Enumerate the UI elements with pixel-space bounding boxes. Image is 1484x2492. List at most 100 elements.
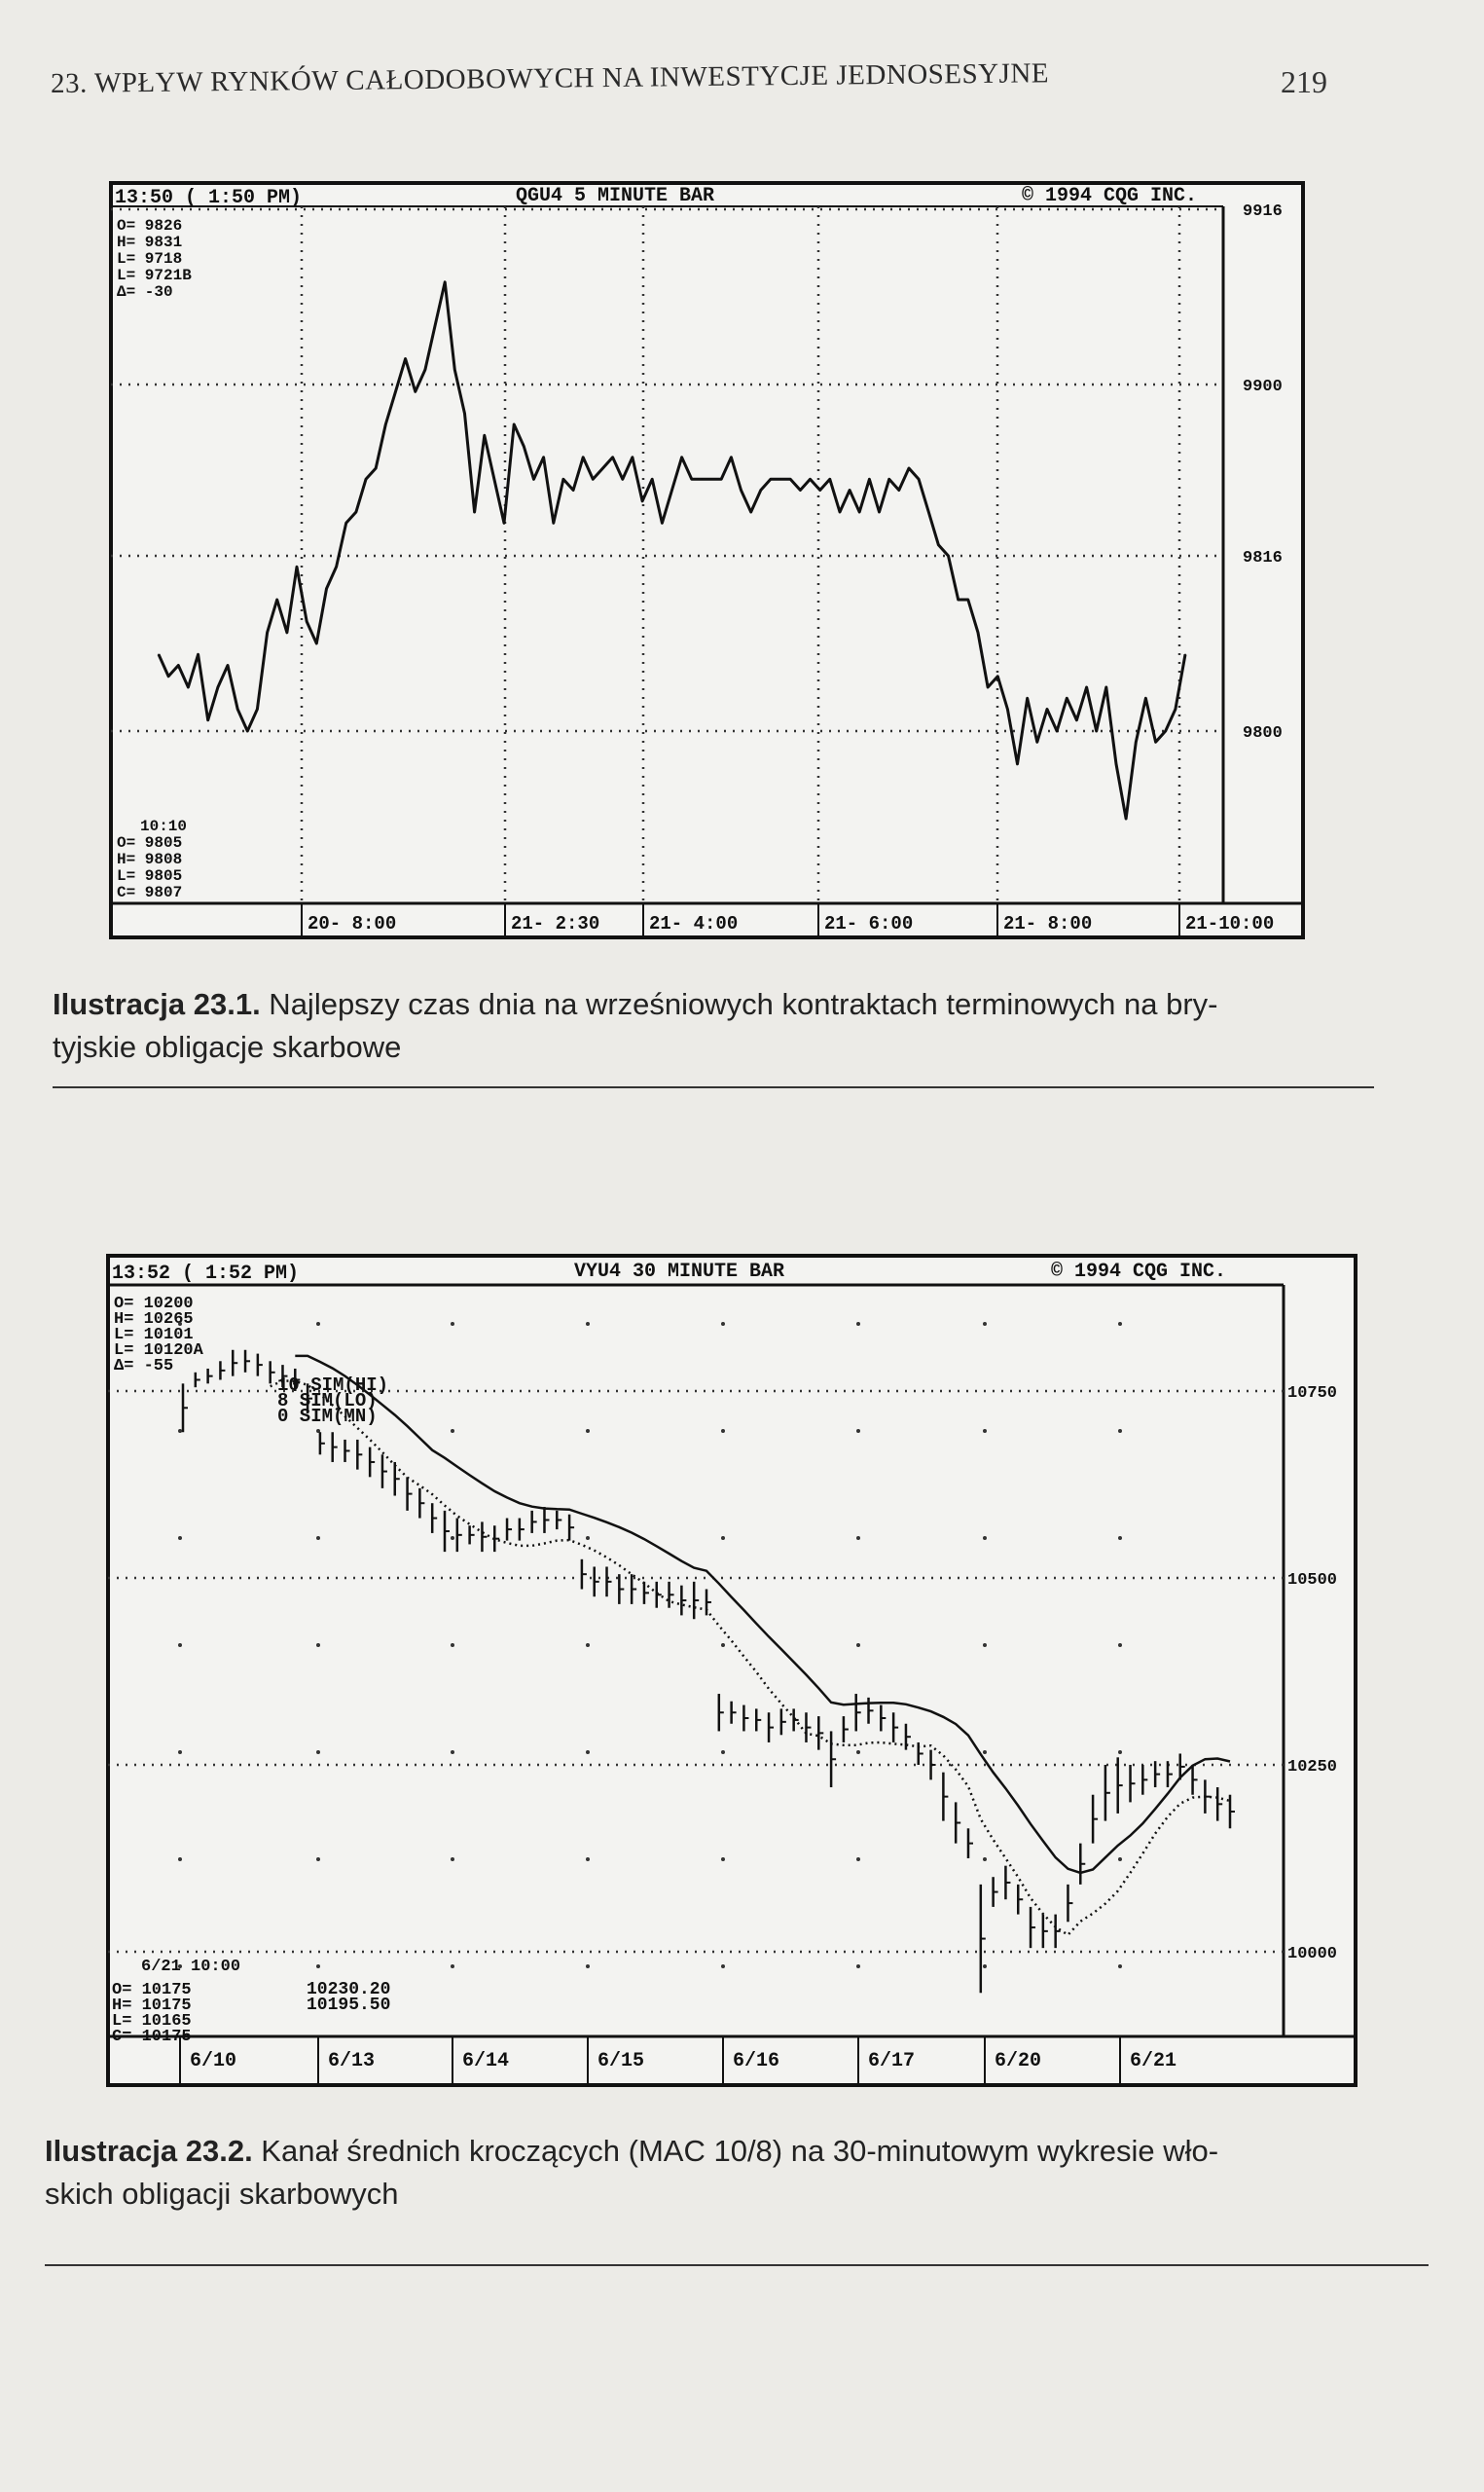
time-readout: 13:52 ( 1:52 PM): [112, 1263, 299, 1285]
price-point: [266, 631, 269, 634]
price-point: [542, 456, 545, 458]
price-point: [197, 653, 199, 656]
readout-top-line: O= 9826: [117, 217, 182, 235]
x-tick-label: 6/13: [328, 2050, 375, 2072]
price-point: [532, 478, 535, 481]
legend-entry: 10 SIM(HI): [277, 1374, 388, 1396]
grid-dot: [721, 1536, 725, 1540]
grid-dot: [178, 1643, 182, 1647]
price-point: [1046, 708, 1048, 711]
price-point: [977, 631, 979, 634]
price-point: [690, 478, 693, 481]
readout-bottom-line: C= 9807: [117, 884, 182, 901]
price-point: [789, 478, 792, 481]
price-point: [937, 543, 940, 546]
x-tick-label: 21- 4:00: [649, 913, 738, 934]
price-point: [227, 664, 229, 667]
price-point: [749, 511, 752, 513]
price-point: [887, 478, 890, 481]
grid-dot: [1118, 1857, 1122, 1861]
caption-rule: [45, 2264, 1429, 2266]
price-point: [572, 489, 574, 492]
price-point: [1154, 741, 1157, 744]
y-tick-label: 10250: [1287, 1758, 1337, 1777]
price-point: [670, 489, 673, 492]
price-point: [177, 664, 180, 667]
grid-dot: [983, 1857, 987, 1861]
time-readout: 13:50 ( 1:50 PM): [115, 187, 302, 209]
grid-dot: [1118, 1964, 1122, 1968]
price-point: [680, 456, 683, 458]
ma-value: 10195.50: [307, 1996, 390, 2015]
x-tick-label: 21-10:00: [1185, 913, 1274, 934]
grid-dot: [451, 1429, 454, 1433]
price-point: [1066, 697, 1068, 700]
price-point: [325, 587, 328, 590]
readout-top-line: H= 10265: [114, 1310, 194, 1329]
grid-dot: [451, 1750, 454, 1754]
price-point: [818, 489, 821, 492]
price-point: [1095, 730, 1098, 732]
readout-top-line: L= 9718: [117, 250, 182, 268]
price-point: [158, 653, 160, 656]
readout-top-line: O= 10200: [114, 1295, 194, 1313]
price-point: [868, 478, 871, 481]
y-tick-label: 10000: [1287, 1945, 1337, 1963]
caption-text: Najlepszy czas dnia na wrześniowych kont…: [260, 987, 1218, 1021]
price-point: [1144, 697, 1147, 700]
price-point: [315, 642, 318, 644]
price-point: [908, 467, 910, 469]
readout-bottom-line: H= 9808: [117, 851, 182, 868]
grid-dot: [983, 1750, 987, 1754]
grid-dot: [983, 1322, 987, 1326]
grid-dot: [586, 1857, 590, 1861]
x-tick-label: 6/20: [995, 2050, 1041, 2072]
grid-dot: [586, 1322, 590, 1326]
grid-dot: [721, 1857, 725, 1861]
price-point: [1105, 686, 1107, 688]
price-point: [493, 478, 495, 481]
grid-dot: [586, 1964, 590, 1968]
caption-label: Ilustracja 23.2.: [45, 2134, 253, 2168]
price-point: [453, 368, 456, 371]
x-tick-label: 6/17: [868, 2050, 915, 2072]
price-point: [375, 467, 377, 469]
readout-top-line: L= 9721B: [117, 267, 192, 284]
y-tick-label: 10500: [1287, 1571, 1337, 1590]
grid-dot: [856, 1322, 860, 1326]
price-point: [523, 445, 525, 448]
x-tick-label: 6/16: [733, 2050, 779, 2072]
grid-dot: [721, 1429, 725, 1433]
copyright: © 1994 CQG INC.: [1051, 1261, 1226, 1283]
price-point: [503, 522, 505, 525]
chart-title: VYU4 30 MINUTE BAR: [574, 1261, 784, 1283]
price-point: [1115, 762, 1117, 765]
grid-dot: [451, 1964, 454, 1968]
caption-label: Ilustracja 23.1.: [53, 987, 261, 1021]
readout-bottom-line: O= 10175: [112, 1981, 192, 1999]
grid-dot: [316, 1322, 320, 1326]
price-point: [730, 456, 733, 458]
price-point: [217, 686, 219, 688]
grid-dot: [451, 1322, 454, 1326]
grid-dot: [178, 1429, 182, 1433]
grid-dot: [983, 1536, 987, 1540]
price-point: [611, 456, 614, 458]
price-point: [275, 599, 278, 601]
x-tick-label: 21- 6:00: [824, 913, 913, 934]
grid-dot: [856, 1750, 860, 1754]
price-point: [918, 478, 920, 481]
grid-dot: [983, 1429, 987, 1433]
price-point: [256, 708, 259, 711]
x-tick-label: 21- 2:30: [511, 913, 599, 934]
price-point: [592, 478, 595, 481]
price-point: [898, 489, 900, 492]
grid-dot: [316, 1536, 320, 1540]
price-point: [206, 718, 209, 721]
grid-dot: [856, 1429, 860, 1433]
x-tick-label: 20- 8:00: [308, 913, 396, 934]
caption-text: skich obligacji skarbowych: [45, 2177, 399, 2211]
grid-dot: [178, 1750, 182, 1754]
grid-dot: [178, 1857, 182, 1861]
